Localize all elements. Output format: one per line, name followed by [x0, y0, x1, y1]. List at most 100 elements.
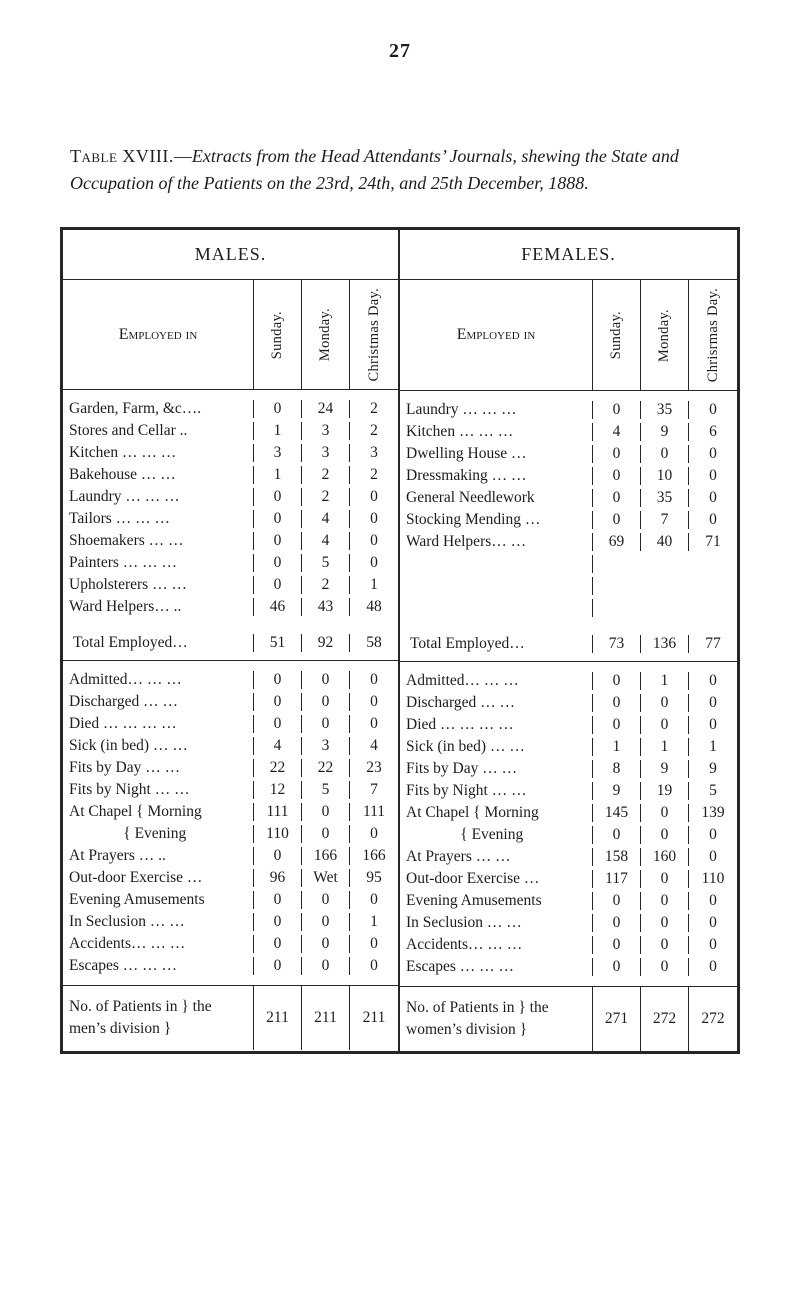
table-cell: 0	[689, 511, 737, 529]
table-row: Evening Amusements000	[63, 889, 398, 911]
row-label: At Prayers … …	[400, 848, 593, 866]
table-cell: 0	[593, 958, 641, 976]
table-row: Stocking Mending …070	[400, 509, 737, 531]
males-block1: Garden, Farm, &c….0242Stores and Cellar …	[63, 390, 398, 661]
table-cell: 5	[689, 782, 737, 800]
females-block2: Admitted… … …010Discharged … …000Died … …	[400, 662, 737, 987]
row-label: Fits by Night … …	[400, 782, 593, 800]
table-cell: 51	[254, 634, 302, 652]
table-cell: 3	[302, 444, 350, 462]
table-cell: 0	[350, 957, 398, 975]
table-cell: 4	[350, 737, 398, 755]
row-label: Painters … … …	[63, 554, 254, 572]
table-cell: 4	[254, 737, 302, 755]
table-cell: 0	[593, 511, 641, 529]
females-total1-wrap: Total Employed… 73 136 77	[400, 627, 737, 661]
table-cell: 271	[593, 987, 641, 1050]
table-row: Tailors … … …040	[63, 508, 398, 530]
table-cell: 0	[689, 401, 737, 419]
table-row: Evening Amusements000	[400, 890, 737, 912]
table-row: Fits by Day … …899	[400, 758, 737, 780]
table-row: Fits by Day … …222223	[63, 757, 398, 779]
table-cell: 0	[254, 671, 302, 689]
table-row: At Chapel { Morning1110111	[63, 801, 398, 823]
table-cell: 0	[350, 510, 398, 528]
col-christmas-label: Christmas Day.	[365, 288, 384, 381]
table-row: Sick (in bed) … …111	[400, 736, 737, 758]
table-cell: 7	[350, 781, 398, 799]
row-label: At Prayers … ..	[63, 847, 254, 865]
row-label: Ward Helpers… ..	[63, 598, 254, 616]
table-cell: 0	[641, 870, 689, 888]
table-cell: 1	[641, 738, 689, 756]
table-cell: 0	[254, 913, 302, 931]
table-row: Garden, Farm, &c….0242	[63, 398, 398, 420]
table-cell: 0	[254, 715, 302, 733]
table-cell: 0	[254, 693, 302, 711]
table-cell: 0	[593, 914, 641, 932]
table-cell: 0	[302, 825, 350, 843]
table-cell: 211	[302, 986, 350, 1049]
table-row: Laundry … … …0350	[400, 399, 737, 421]
table-cell: 1	[254, 422, 302, 440]
table-cell: 0	[350, 671, 398, 689]
row-label: Died … … … …	[400, 716, 593, 734]
table-cell: 1	[593, 738, 641, 756]
table-cell: 0	[641, 445, 689, 463]
table-cell: 0	[593, 401, 641, 419]
table-cell: 0	[641, 958, 689, 976]
row-label: Out-door Exercise …	[400, 870, 593, 888]
row-label: General Needlework	[400, 489, 593, 507]
females-block1-rows: Laundry … … …0350Kitchen … … …496Dwellin…	[400, 391, 737, 627]
table-cell: 0	[254, 400, 302, 418]
females-block1: Laundry … … …0350Kitchen … … …496Dwellin…	[400, 391, 737, 662]
table-cell: 9	[689, 760, 737, 778]
table-cell: 0	[593, 936, 641, 954]
table-row: Stores and Cellar ..132	[63, 420, 398, 442]
row-label: Shoemakers … …	[63, 532, 254, 550]
table-cell: 96	[254, 869, 302, 887]
table-cell: 0	[254, 935, 302, 953]
table-cell: 9	[641, 760, 689, 778]
table-cell: 58	[350, 634, 398, 652]
table-cell: 0	[641, 914, 689, 932]
table-cell: 2	[350, 422, 398, 440]
table-cell: 110	[689, 870, 737, 888]
caption-dash: —	[174, 146, 192, 166]
table-cell: 0	[593, 445, 641, 463]
table-cell: 2	[350, 400, 398, 418]
table-row: Ward Helpers… …694071	[400, 531, 737, 553]
table-cell: 0	[350, 891, 398, 909]
table-cell: 73	[593, 635, 641, 653]
row-label: Laundry … … …	[400, 401, 593, 419]
row-label: Upholsterers … …	[63, 576, 254, 594]
col-monday-label: Monday.	[316, 308, 335, 361]
col-sunday: Sunday.	[254, 280, 302, 389]
table-cell: 0	[641, 804, 689, 822]
row-label: Sick (in bed) … …	[63, 737, 254, 755]
col-sunday-label: Sunday.	[607, 311, 626, 359]
table-cell: 3	[302, 422, 350, 440]
row-label: Discharged … …	[400, 694, 593, 712]
table-cell: 5	[302, 781, 350, 799]
col-chrisrmas-label: Chrisrmas Day.	[704, 288, 723, 382]
table-cell: 0	[593, 672, 641, 690]
table-cell: 0	[641, 694, 689, 712]
table-cell: 71	[689, 533, 737, 551]
table-cell: 1	[689, 738, 737, 756]
males-footer: No. of Patients in } the men’s division …	[63, 986, 398, 1049]
table-cell: 4	[302, 532, 350, 550]
col-monday: Monday.	[302, 280, 350, 389]
table-row: At Chapel { Morning1450139	[400, 802, 737, 824]
table-row: At Prayers … ..0166166	[63, 845, 398, 867]
table-cell: 0	[254, 957, 302, 975]
females-panel: FEMALES. Employed in Sunday. Monday. Chr…	[400, 230, 737, 1051]
table-cell: 0	[593, 892, 641, 910]
table-cell: 4	[593, 423, 641, 441]
col-chrisrmas: Chrisrmas Day.	[689, 280, 737, 390]
table-row: General Needlework0350	[400, 487, 737, 509]
table-cell: 22	[302, 759, 350, 777]
table-cell: 111	[254, 803, 302, 821]
males-column-headers: Employed in Sunday. Monday. Christmas Da…	[63, 279, 398, 390]
females-patients-label: No. of Patients in } the women’s divisio…	[400, 987, 593, 1050]
